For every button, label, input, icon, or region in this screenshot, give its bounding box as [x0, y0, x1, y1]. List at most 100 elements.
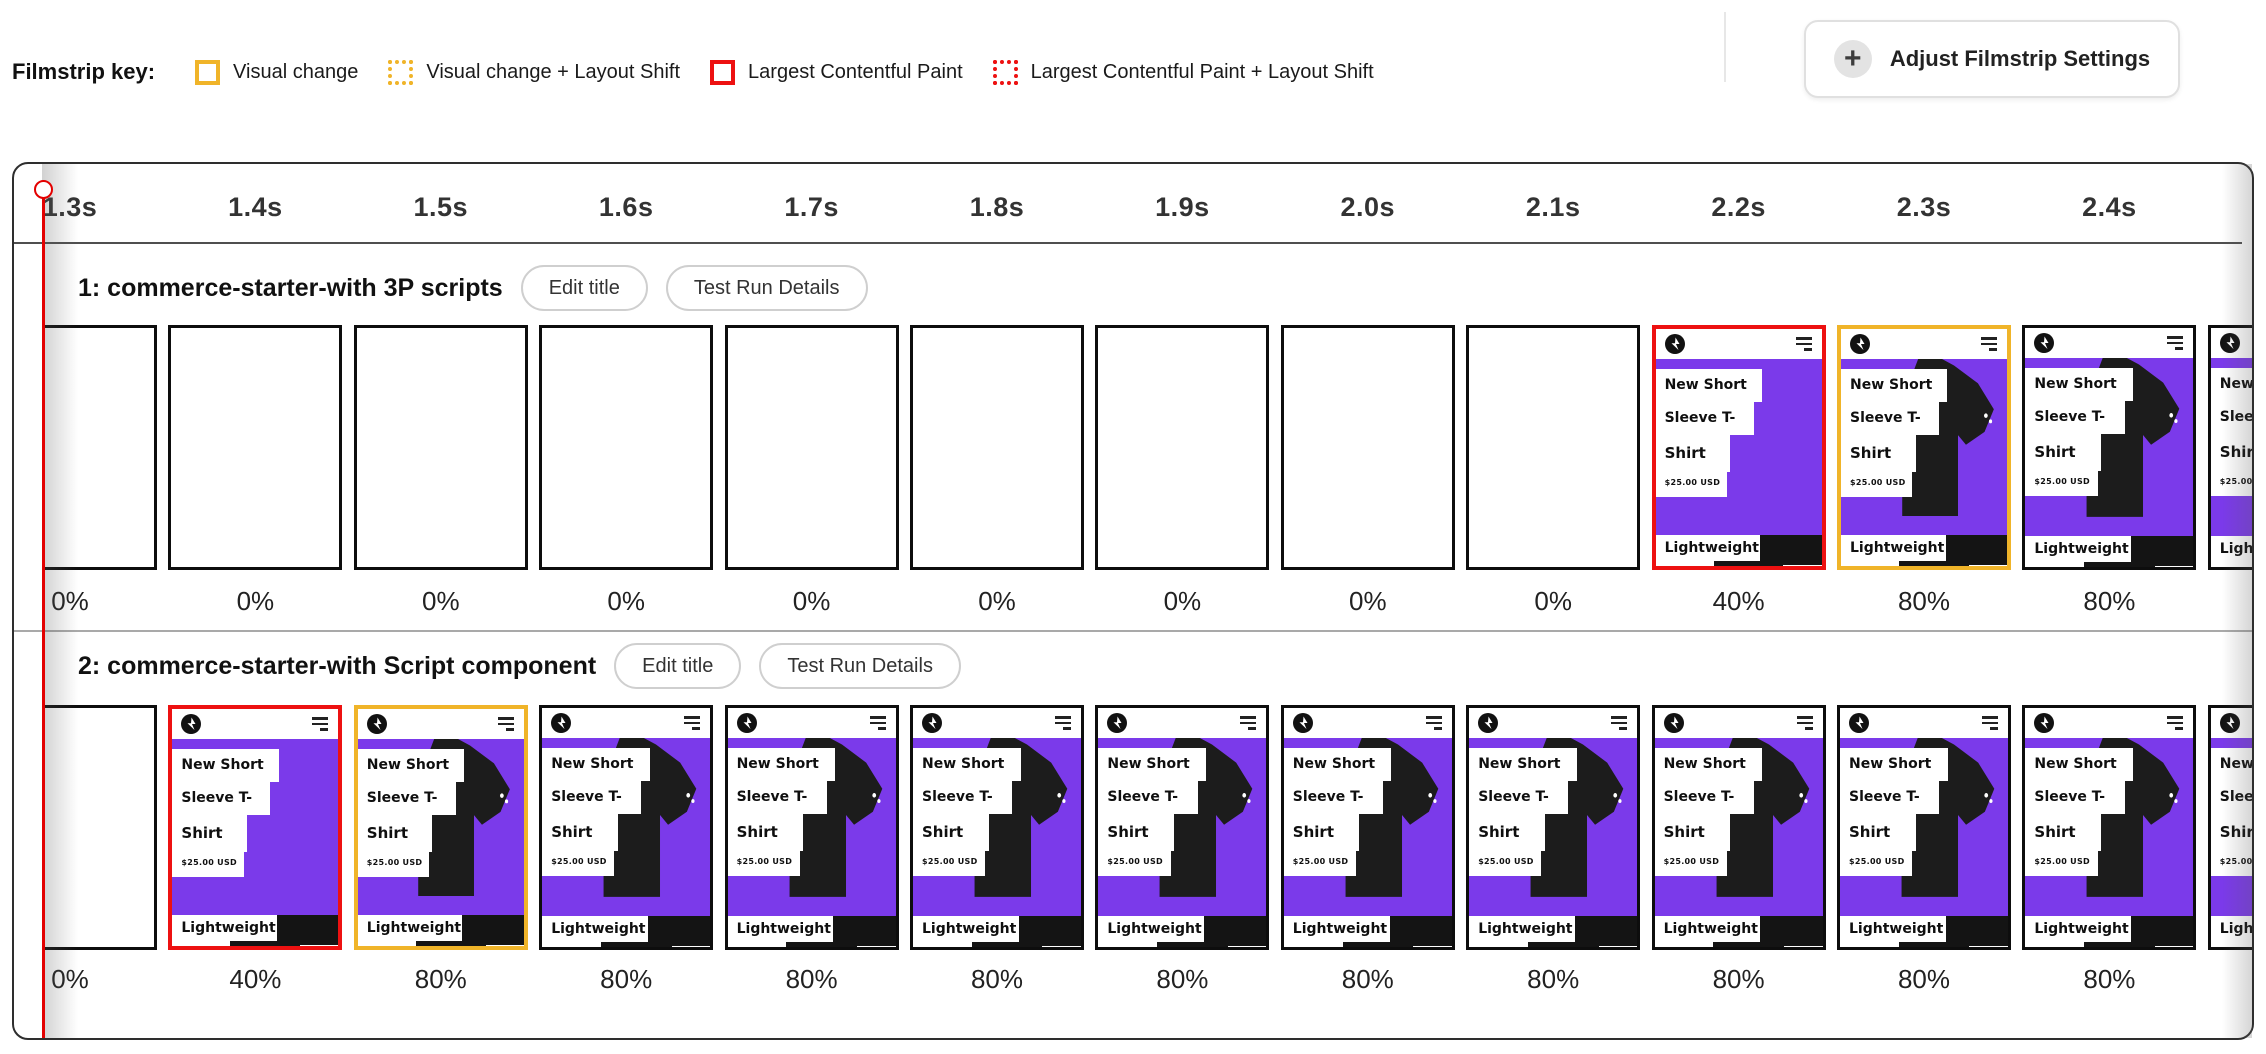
product-title-line: Sleeve T- — [2210, 401, 2252, 434]
page-screenshot: New Short Sleeve T- Shirt $25.00 USD Lig… — [542, 708, 711, 947]
product-title-line: New Short — [1841, 369, 1948, 402]
screenshot-hero: New Short Sleeve T- Shirt $25.00 USD — [913, 738, 1081, 916]
run-1-frame-1.9s[interactable] — [1095, 325, 1270, 570]
run-2-frame-1.6s[interactable]: New Short Sleeve T- Shirt $25.00 USD Lig… — [539, 705, 714, 950]
run-2-edit-title-button[interactable]: Edit title — [614, 643, 742, 689]
visual-progress-label: 0% — [978, 586, 1016, 616]
screenshot-hero: New Short Sleeve T- Shirt $25.00 USD — [1283, 738, 1452, 916]
run-1-frame-1.3s[interactable] — [42, 325, 157, 570]
screenshot-hero: New Short Sleeve T- Shirt $25.00 USD — [2025, 358, 2194, 536]
run-1-edit-title-button[interactable]: Edit title — [520, 265, 648, 311]
menu-icon — [1425, 716, 1442, 733]
timeline-cursor-handle[interactable] — [34, 180, 53, 199]
screenshot-hero: New Short Sleeve T- Shirt $25.00 USD — [1469, 738, 1638, 916]
store-logo-icon — [366, 714, 387, 734]
screenshot-dark-block — [1760, 535, 1822, 565]
screenshot-bottom-strip — [1713, 561, 1784, 566]
adjust-filmstrip-settings-button[interactable]: + Adjust Filmstrip Settings — [1804, 20, 2180, 98]
product-title-line: New Short — [172, 749, 279, 782]
filmstrip-key-item-label: Largest Contentful Paint — [748, 60, 963, 83]
menu-icon — [1982, 716, 1998, 733]
run-2-frame-1.5s[interactable]: New Short Sleeve T- Shirt $25.00 USD Lig… — [353, 705, 528, 950]
product-price: $25.00 USD — [542, 851, 615, 876]
run-1-title: 1: commerce-starter-with 3P scripts — [78, 273, 503, 302]
run-1-frame-2.4s[interactable]: New Short Sleeve T- Shirt $25.00 USD Lig… — [2022, 325, 2197, 570]
filmstrip-key: Filmstrip key: Visual change Visual chang… — [12, 50, 1374, 94]
run-2-frame-1.9s[interactable]: New Short Sleeve T- Shirt $25.00 USD Lig… — [1095, 705, 1270, 950]
run-1-frame-1.7s[interactable] — [724, 325, 899, 570]
screenshot-hero: New Short Sleeve T- Shirt $25.00 USD — [1655, 359, 1822, 535]
product-title-line: New Short — [1469, 748, 1577, 781]
product-title-line: New Short — [1654, 748, 1763, 781]
run-2-frame-2.2s[interactable]: New Short Sleeve T- Shirt $25.00 USD Lig… — [1651, 705, 1826, 950]
time-tick-label: 1.5s — [413, 192, 469, 222]
time-tick-label: 1.6s — [598, 192, 654, 222]
page-screenshot: New Short Sleeve T- Shirt $25.00 USD Lig… — [913, 708, 1081, 947]
run-2-test-run-details-button[interactable]: Test Run Details — [759, 643, 961, 689]
run-1-frame-1.5s[interactable] — [353, 325, 528, 570]
page-screenshot: New Short Sleeve T- Shirt $25.00 USD Lig… — [1098, 708, 1267, 947]
time-tick-label: 1.8s — [969, 192, 1025, 222]
screenshot-badge-bar: Lightweight — [2210, 916, 2252, 942]
screenshot-header — [727, 708, 896, 738]
run-2-frame-2.1s[interactable]: New Short Sleeve T- Shirt $25.00 USD Lig… — [1466, 705, 1641, 950]
run-2-frame-2.0s[interactable]: New Short Sleeve T- Shirt $25.00 USD Lig… — [1280, 705, 1455, 950]
run-2-frame-1.3s[interactable] — [42, 705, 157, 950]
screenshot-bottom-strip — [230, 941, 301, 946]
screenshot-hero: New Short Sleeve T- Shirt $25.00 USD — [727, 738, 896, 916]
screenshot-header — [1098, 708, 1267, 738]
product-price: $25.00 USD — [727, 851, 800, 876]
run-1-frame-1.4s[interactable] — [168, 325, 343, 570]
filmstrip-key-item: Visual change + Layout Shift — [388, 59, 680, 85]
page-screenshot: New Short Sleeve T- Shirt $25.00 USD Lig… — [1840, 708, 2008, 947]
store-logo-icon — [736, 713, 757, 733]
product-title-line: Shirt — [1655, 435, 1731, 472]
page-screenshot: New Short Sleeve T- Shirt $25.00 USD Lig… — [357, 709, 524, 946]
visual-change-swatch-icon — [195, 59, 221, 85]
product-title-line: New Short — [2025, 368, 2133, 401]
product-price: $25.00 USD — [1098, 851, 1171, 876]
screenshot-header — [542, 708, 711, 738]
product-price: $25.00 USD — [1654, 851, 1727, 876]
screenshot-badge-bar: Lightweight — [2025, 536, 2194, 566]
run-1-frame-1.8s[interactable] — [910, 325, 1084, 570]
menu-icon — [1795, 337, 1812, 354]
menu-icon — [1611, 716, 1628, 733]
filmstrip-key-item-label: Largest Contentful Paint + Layout Shift — [1030, 60, 1374, 83]
run-2-frame-1.8s[interactable]: New Short Sleeve T- Shirt $25.00 USD Lig… — [910, 705, 1084, 950]
visual-progress-label: 80% — [1712, 964, 1765, 994]
run-1-frame-2.1s[interactable] — [1466, 325, 1641, 570]
run-1-frame-2.0s[interactable] — [1280, 325, 1455, 570]
product-title-line: Shirt — [2210, 434, 2252, 471]
screenshot-header — [172, 709, 339, 739]
store-logo-icon — [1478, 713, 1499, 733]
run-2-frame-2.4s[interactable]: New Short Sleeve T- Shirt $25.00 USD Lig… — [2022, 705, 2197, 950]
screenshot-dark-block — [1760, 916, 1823, 946]
product-title-line: Shirt — [1840, 814, 1916, 851]
visual-progress-label: 0% — [51, 964, 89, 994]
run-2-frame-1.7s[interactable]: New Short Sleeve T- Shirt $25.00 USD Lig… — [724, 705, 899, 950]
product-title-line: Shirt — [1469, 814, 1545, 851]
store-logo-icon — [1292, 713, 1313, 733]
filmstrip-panel: 1: commerce-starter-with 3P scripts Edit… — [12, 162, 2254, 1040]
screenshot-badge-bar: Lightweight — [2025, 916, 2194, 946]
page-screenshot: New Short Sleeve T- Shirt $25.00 USD Lig… — [1654, 708, 1823, 947]
product-title-line: New Short — [2210, 748, 2252, 781]
product-price: $25.00 USD — [1283, 851, 1357, 876]
filmstrip-key-item-label: Visual change — [233, 60, 359, 83]
screenshot-hero: New Short Sleeve T- Shirt $25.00 USD — [357, 739, 524, 915]
screenshot-hero: New Short Sleeve T- Shirt $25.00 USD — [1841, 359, 2007, 535]
run-1-test-run-details-button[interactable]: Test Run Details — [665, 265, 868, 311]
dotted-visual-change-swatch-icon — [388, 59, 414, 85]
run-1-frame-2.3s[interactable]: New Short Sleeve T- Shirt $25.00 USD Lig… — [1837, 325, 2011, 570]
run-1-frame-next[interactable]: New Short Sleeve T- Shirt $25.00 USD Lig… — [2207, 325, 2252, 570]
product-title-line: Sleeve T- — [2025, 401, 2125, 434]
run-1-frame-2.2s[interactable]: New Short Sleeve T- Shirt $25.00 USD Lig… — [1651, 325, 1826, 570]
screenshot-header — [2025, 328, 2194, 358]
filmstrip-scroll-area[interactable]: 1.3s 1.4s 1.5s 1.6s 1.7s 1.8s 1.9s 2.0s 2.1s 2.2s… — [42, 164, 2252, 1038]
run-2-frame-1.4s[interactable]: New Short Sleeve T- Shirt $25.00 USD Lig… — [168, 705, 343, 950]
screenshot-dark-block — [2131, 536, 2194, 566]
run-2-frame-next[interactable]: New Short Sleeve T- Shirt $25.00 USD Lig… — [2207, 705, 2252, 950]
run-1-frame-1.6s[interactable] — [539, 325, 714, 570]
run-2-frame-2.3s[interactable]: New Short Sleeve T- Shirt $25.00 USD Lig… — [1837, 705, 2011, 950]
